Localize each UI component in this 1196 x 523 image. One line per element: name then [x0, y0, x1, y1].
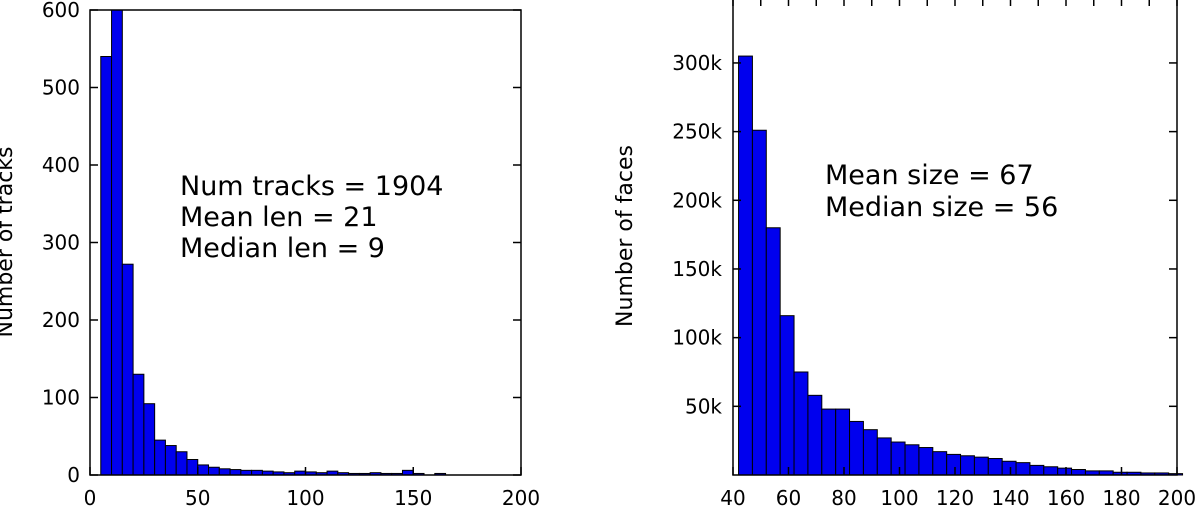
histogram-bar — [1043, 466, 1059, 476]
histogram-bar — [111, 9, 123, 476]
histogram-bar — [973, 456, 989, 476]
histogram-bar — [229, 469, 242, 476]
histogram-bar — [835, 408, 851, 476]
x-tick-label: 180 — [1102, 486, 1140, 510]
x-tick-label: 0 — [84, 486, 97, 510]
y-tick-label: 300k — [672, 51, 722, 75]
y-tick-label: 100k — [672, 326, 722, 350]
y-tick-label: 500 — [42, 76, 80, 100]
histogram-bar — [807, 394, 823, 476]
histogram-bar — [175, 451, 188, 476]
y-tick-label: 600 — [42, 0, 80, 22]
bars — [100, 9, 447, 476]
annotation-line: Median len = 9 — [180, 233, 385, 264]
histogram-bar — [121, 263, 134, 476]
y-tick-label: 100 — [42, 386, 80, 410]
x-tick-label: 120 — [936, 486, 974, 510]
histogram-bar — [890, 441, 906, 476]
y-tick-label: 200 — [42, 308, 80, 332]
histogram-bar — [987, 458, 1003, 476]
histogram-bar — [154, 439, 166, 476]
y-tick-label: 300 — [42, 231, 80, 255]
histogram-bar — [946, 453, 962, 476]
histogram-bar — [186, 459, 199, 476]
histogram-bar — [100, 56, 113, 476]
annotation-line: Median size = 56 — [825, 192, 1058, 223]
histogram-bar — [932, 451, 948, 476]
histogram-bar — [143, 403, 156, 476]
histogram-bar — [849, 420, 864, 476]
histogram-bar — [208, 466, 220, 476]
y-tick-label: 150k — [672, 257, 722, 281]
annotation-line: Mean len = 21 — [180, 202, 378, 233]
histogram-bar — [132, 373, 145, 476]
histogram-bar — [876, 437, 892, 476]
histogram-bar — [164, 445, 177, 476]
y-axis-label: Number of tracks — [0, 146, 18, 337]
x-tick-label: 40 — [720, 486, 745, 510]
histogram-bar — [1071, 469, 1086, 476]
y-tick-label: 50k — [685, 394, 722, 418]
histogram-bar — [779, 315, 795, 476]
x-tick-label: 100 — [286, 486, 324, 510]
y-axis-label: Number of faces — [613, 145, 638, 327]
axis-ticks: 40 60 80 100 120 140 160 180 200 50k 100k 150k 200k 2… — [672, 0, 1196, 510]
x-tick-label: 80 — [831, 486, 856, 510]
x-tick-label: 200 — [502, 486, 540, 510]
histogram-bar — [862, 429, 878, 476]
x-tick-label: 200 — [1158, 486, 1196, 510]
x-tick-label: 160 — [1047, 486, 1085, 510]
x-tick-label: 140 — [991, 486, 1029, 510]
annotation-line: Mean size = 67 — [825, 160, 1034, 191]
stats-annotation: Mean size = 67 Median size = 56 — [825, 160, 1058, 223]
y-tick-label: 400 — [42, 153, 80, 177]
stats-annotation: Num tracks = 1904 Mean len = 21 Median l… — [180, 171, 443, 264]
x-tick-label: 100 — [880, 486, 918, 510]
histogram-bar — [821, 408, 837, 476]
x-tick-label: 150 — [394, 486, 432, 510]
histogram-bar — [793, 371, 809, 476]
histogram-bar — [197, 464, 210, 476]
histogram-bar — [1029, 464, 1045, 476]
y-tick-label: 200k — [672, 188, 722, 212]
histogram-bar — [960, 455, 975, 476]
bars — [738, 55, 1184, 476]
histogram-bar — [1057, 467, 1073, 476]
histogram-bar — [918, 447, 934, 476]
y-tick-label: 250k — [672, 120, 722, 144]
histogram-bar — [218, 468, 231, 476]
face-size-histogram: 40 60 80 100 120 140 160 180 200 50k 100k 150k 200k 2… — [613, 0, 1196, 510]
histogram-bar — [1015, 462, 1031, 476]
histogram-bar — [751, 129, 767, 476]
x-tick-label: 50 — [185, 486, 210, 510]
histogram-bar — [1001, 460, 1017, 476]
track-length-histogram: 0 50 100 150 200 0 100 200 300 400 500 600 Number o… — [0, 0, 540, 510]
histogram-bar — [765, 227, 781, 476]
histogram-bar — [904, 444, 920, 476]
axis-ticks: 0 50 100 150 200 0 100 200 300 400 500 600 — [42, 0, 540, 510]
histogram-bar — [738, 55, 753, 476]
y-tick-label: 0 — [67, 463, 80, 487]
annotation-line: Num tracks = 1904 — [180, 171, 443, 202]
x-tick-label: 60 — [776, 486, 801, 510]
